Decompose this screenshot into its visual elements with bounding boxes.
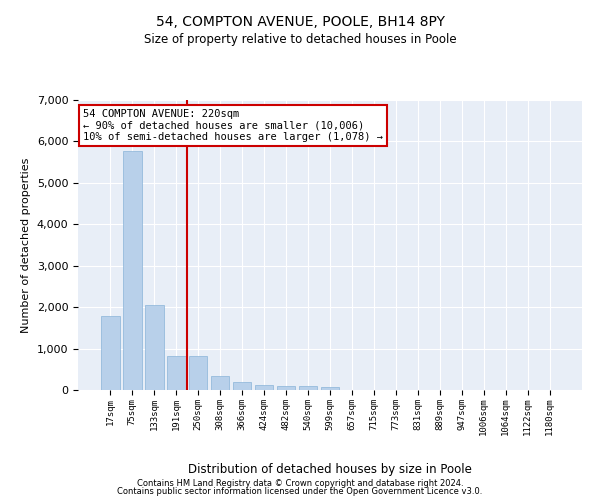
Bar [167, 356, 185, 390]
Bar [145, 304, 164, 390]
Bar [277, 386, 295, 390]
Y-axis label: Number of detached properties: Number of detached properties [21, 158, 31, 332]
Text: Contains public sector information licensed under the Open Government Licence v3: Contains public sector information licen… [118, 487, 482, 496]
Text: 54, COMPTON AVENUE, POOLE, BH14 8PY: 54, COMPTON AVENUE, POOLE, BH14 8PY [155, 15, 445, 29]
Bar [189, 356, 208, 390]
Bar [211, 376, 229, 390]
Text: Distribution of detached houses by size in Poole: Distribution of detached houses by size … [188, 462, 472, 475]
Bar [299, 386, 317, 390]
Bar [123, 150, 142, 390]
Bar [101, 316, 119, 390]
Bar [320, 387, 340, 390]
Text: 54 COMPTON AVENUE: 220sqm
← 90% of detached houses are smaller (10,006)
10% of s: 54 COMPTON AVENUE: 220sqm ← 90% of detac… [83, 108, 383, 142]
Text: Contains HM Land Registry data © Crown copyright and database right 2024.: Contains HM Land Registry data © Crown c… [137, 478, 463, 488]
Bar [233, 382, 251, 390]
Bar [255, 385, 274, 390]
Text: Size of property relative to detached houses in Poole: Size of property relative to detached ho… [143, 32, 457, 46]
